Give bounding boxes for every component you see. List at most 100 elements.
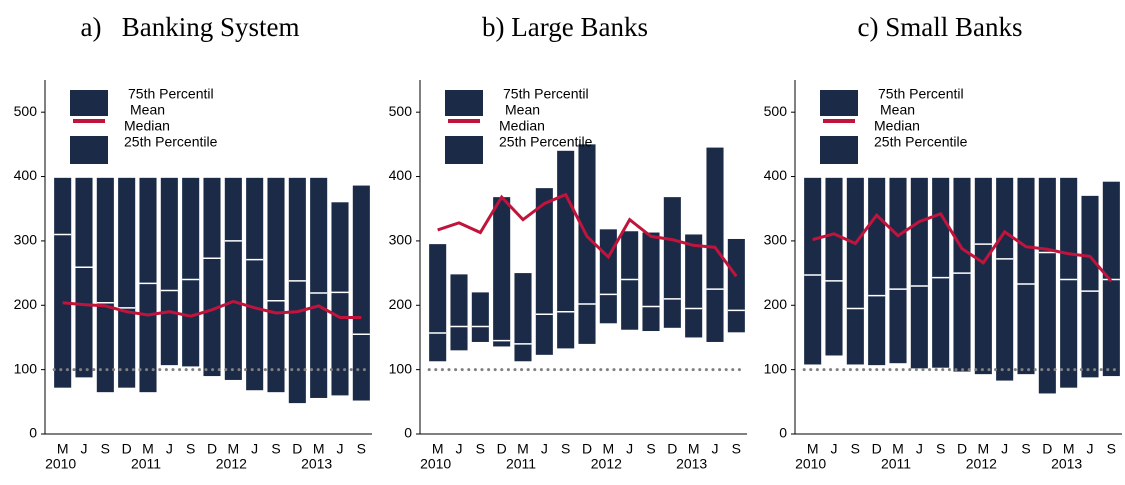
x-tick-label: S — [271, 441, 280, 457]
legend-label: 75th Percentil — [128, 86, 214, 102]
box — [493, 197, 511, 347]
x-tick-label: S — [186, 441, 195, 457]
x-tick-label: M — [1063, 441, 1075, 457]
mean-line — [812, 212, 1113, 283]
x-tick-label: J — [1001, 441, 1008, 457]
x-tick-label: M — [892, 441, 904, 457]
x-tick-label: M — [977, 441, 989, 457]
x-tick-label: M — [602, 441, 614, 457]
box — [974, 177, 992, 375]
box — [578, 144, 596, 344]
box — [535, 188, 553, 355]
x-tick-label: S — [476, 441, 485, 457]
box — [429, 244, 447, 362]
box — [203, 177, 221, 377]
box — [75, 177, 93, 378]
legend-label: Median — [499, 118, 545, 134]
y-tick-label: 400 — [14, 167, 38, 183]
box — [224, 177, 242, 380]
box — [621, 231, 639, 330]
legend-swatch — [445, 90, 483, 116]
legend-label: Median — [874, 118, 920, 134]
x-tick-label: M — [517, 441, 529, 457]
box — [471, 292, 489, 342]
box — [663, 197, 681, 328]
box — [139, 177, 157, 393]
chart-title: c) Small Banks — [858, 12, 1023, 42]
chart-title: b) Large Banks — [482, 12, 648, 42]
box — [996, 177, 1014, 381]
x-tick-label: J — [251, 441, 258, 457]
box — [352, 185, 370, 401]
year-label: 2013 — [1051, 456, 1082, 472]
y-tick-label: 300 — [389, 232, 413, 248]
box — [1017, 177, 1035, 375]
y-tick-label: 400 — [389, 167, 413, 183]
box — [288, 177, 306, 404]
x-tick-label: D — [872, 441, 882, 457]
x-tick-label: J — [831, 441, 838, 457]
x-tick-label: D — [207, 441, 217, 457]
box — [685, 234, 703, 338]
year-label: 2010 — [45, 456, 76, 472]
legend-label: 75th Percentil — [503, 86, 589, 102]
x-tick-label: J — [1087, 441, 1094, 457]
x-tick-label: S — [646, 441, 655, 457]
x-tick-label: D — [667, 441, 677, 457]
year-label: 2012 — [966, 456, 997, 472]
box — [1038, 177, 1056, 394]
y-tick-label: 0 — [779, 425, 787, 441]
year-label: 2011 — [881, 456, 911, 472]
mean-line — [437, 192, 738, 278]
box — [310, 177, 328, 398]
legend-label: Mean — [880, 102, 915, 118]
box — [331, 202, 349, 396]
box — [182, 177, 200, 367]
x-tick-label: M — [142, 441, 154, 457]
x-tick-label: S — [561, 441, 570, 457]
box — [932, 177, 950, 368]
x-tick-label: D — [122, 441, 132, 457]
y-tick-label: 400 — [764, 167, 788, 183]
x-tick-label: J — [541, 441, 548, 457]
x-tick-label: D — [292, 441, 302, 457]
x-tick-label: J — [81, 441, 88, 457]
box — [514, 273, 532, 362]
x-tick-label: J — [626, 441, 633, 457]
y-tick-label: 100 — [764, 360, 788, 376]
chart-title: a) Banking System — [81, 12, 300, 42]
box — [160, 177, 178, 366]
box — [54, 177, 72, 388]
y-tick-label: 300 — [14, 232, 38, 248]
year-label: 2010 — [420, 456, 451, 472]
legend-label: 25th Percentile — [124, 134, 218, 150]
legend-label: Mean — [130, 102, 165, 118]
box — [96, 177, 114, 393]
y-tick-label: 200 — [389, 296, 413, 312]
x-tick-label: S — [851, 441, 860, 457]
x-tick-label: S — [732, 441, 741, 457]
legend-swatch — [820, 90, 858, 116]
year-label: 2013 — [676, 456, 707, 472]
y-tick-label: 500 — [764, 103, 788, 119]
x-tick-label: M — [688, 441, 700, 457]
legend-label: 75th Percentil — [878, 86, 964, 102]
y-tick-label: 500 — [14, 103, 38, 119]
year-label: 2012 — [591, 456, 622, 472]
legend-swatch — [820, 136, 858, 164]
y-tick-label: 0 — [29, 425, 37, 441]
year-label: 2011 — [131, 456, 161, 472]
y-tick-label: 100 — [389, 360, 413, 376]
x-tick-label: M — [227, 441, 239, 457]
x-tick-label: J — [712, 441, 719, 457]
x-tick-label: D — [957, 441, 967, 457]
box — [642, 232, 660, 332]
box — [804, 177, 822, 365]
box — [450, 274, 468, 351]
legend-swatch — [70, 136, 108, 164]
box — [1060, 177, 1078, 388]
box — [953, 177, 971, 372]
box — [246, 177, 264, 391]
box — [910, 177, 928, 369]
